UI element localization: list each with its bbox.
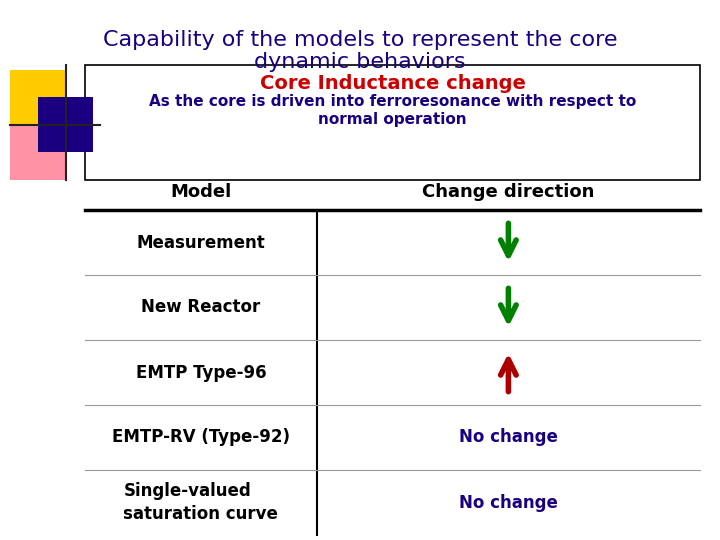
Text: Change direction: Change direction <box>422 183 595 201</box>
Text: EMTP Type-96: EMTP Type-96 <box>135 363 266 381</box>
Text: EMTP-RV (Type-92): EMTP-RV (Type-92) <box>112 429 290 447</box>
Text: No change: No change <box>459 494 558 511</box>
Text: Capability of the models to represent the core: Capability of the models to represent th… <box>103 30 617 50</box>
Bar <box>10 125 65 180</box>
Text: Single-valued
saturation curve: Single-valued saturation curve <box>123 482 279 523</box>
Bar <box>85 65 700 180</box>
Bar <box>38 97 93 152</box>
Text: normal operation: normal operation <box>318 112 467 127</box>
Text: As the core is driven into ferroresonance with respect to: As the core is driven into ferroresonanc… <box>149 94 636 109</box>
Text: New Reactor: New Reactor <box>141 299 261 316</box>
Text: dynamic behaviors: dynamic behaviors <box>254 52 466 72</box>
Text: Model: Model <box>170 183 232 201</box>
Bar <box>10 70 65 125</box>
Text: Core Inductance change: Core Inductance change <box>260 74 526 93</box>
Text: No change: No change <box>459 429 558 447</box>
Text: Measurement: Measurement <box>137 233 265 252</box>
